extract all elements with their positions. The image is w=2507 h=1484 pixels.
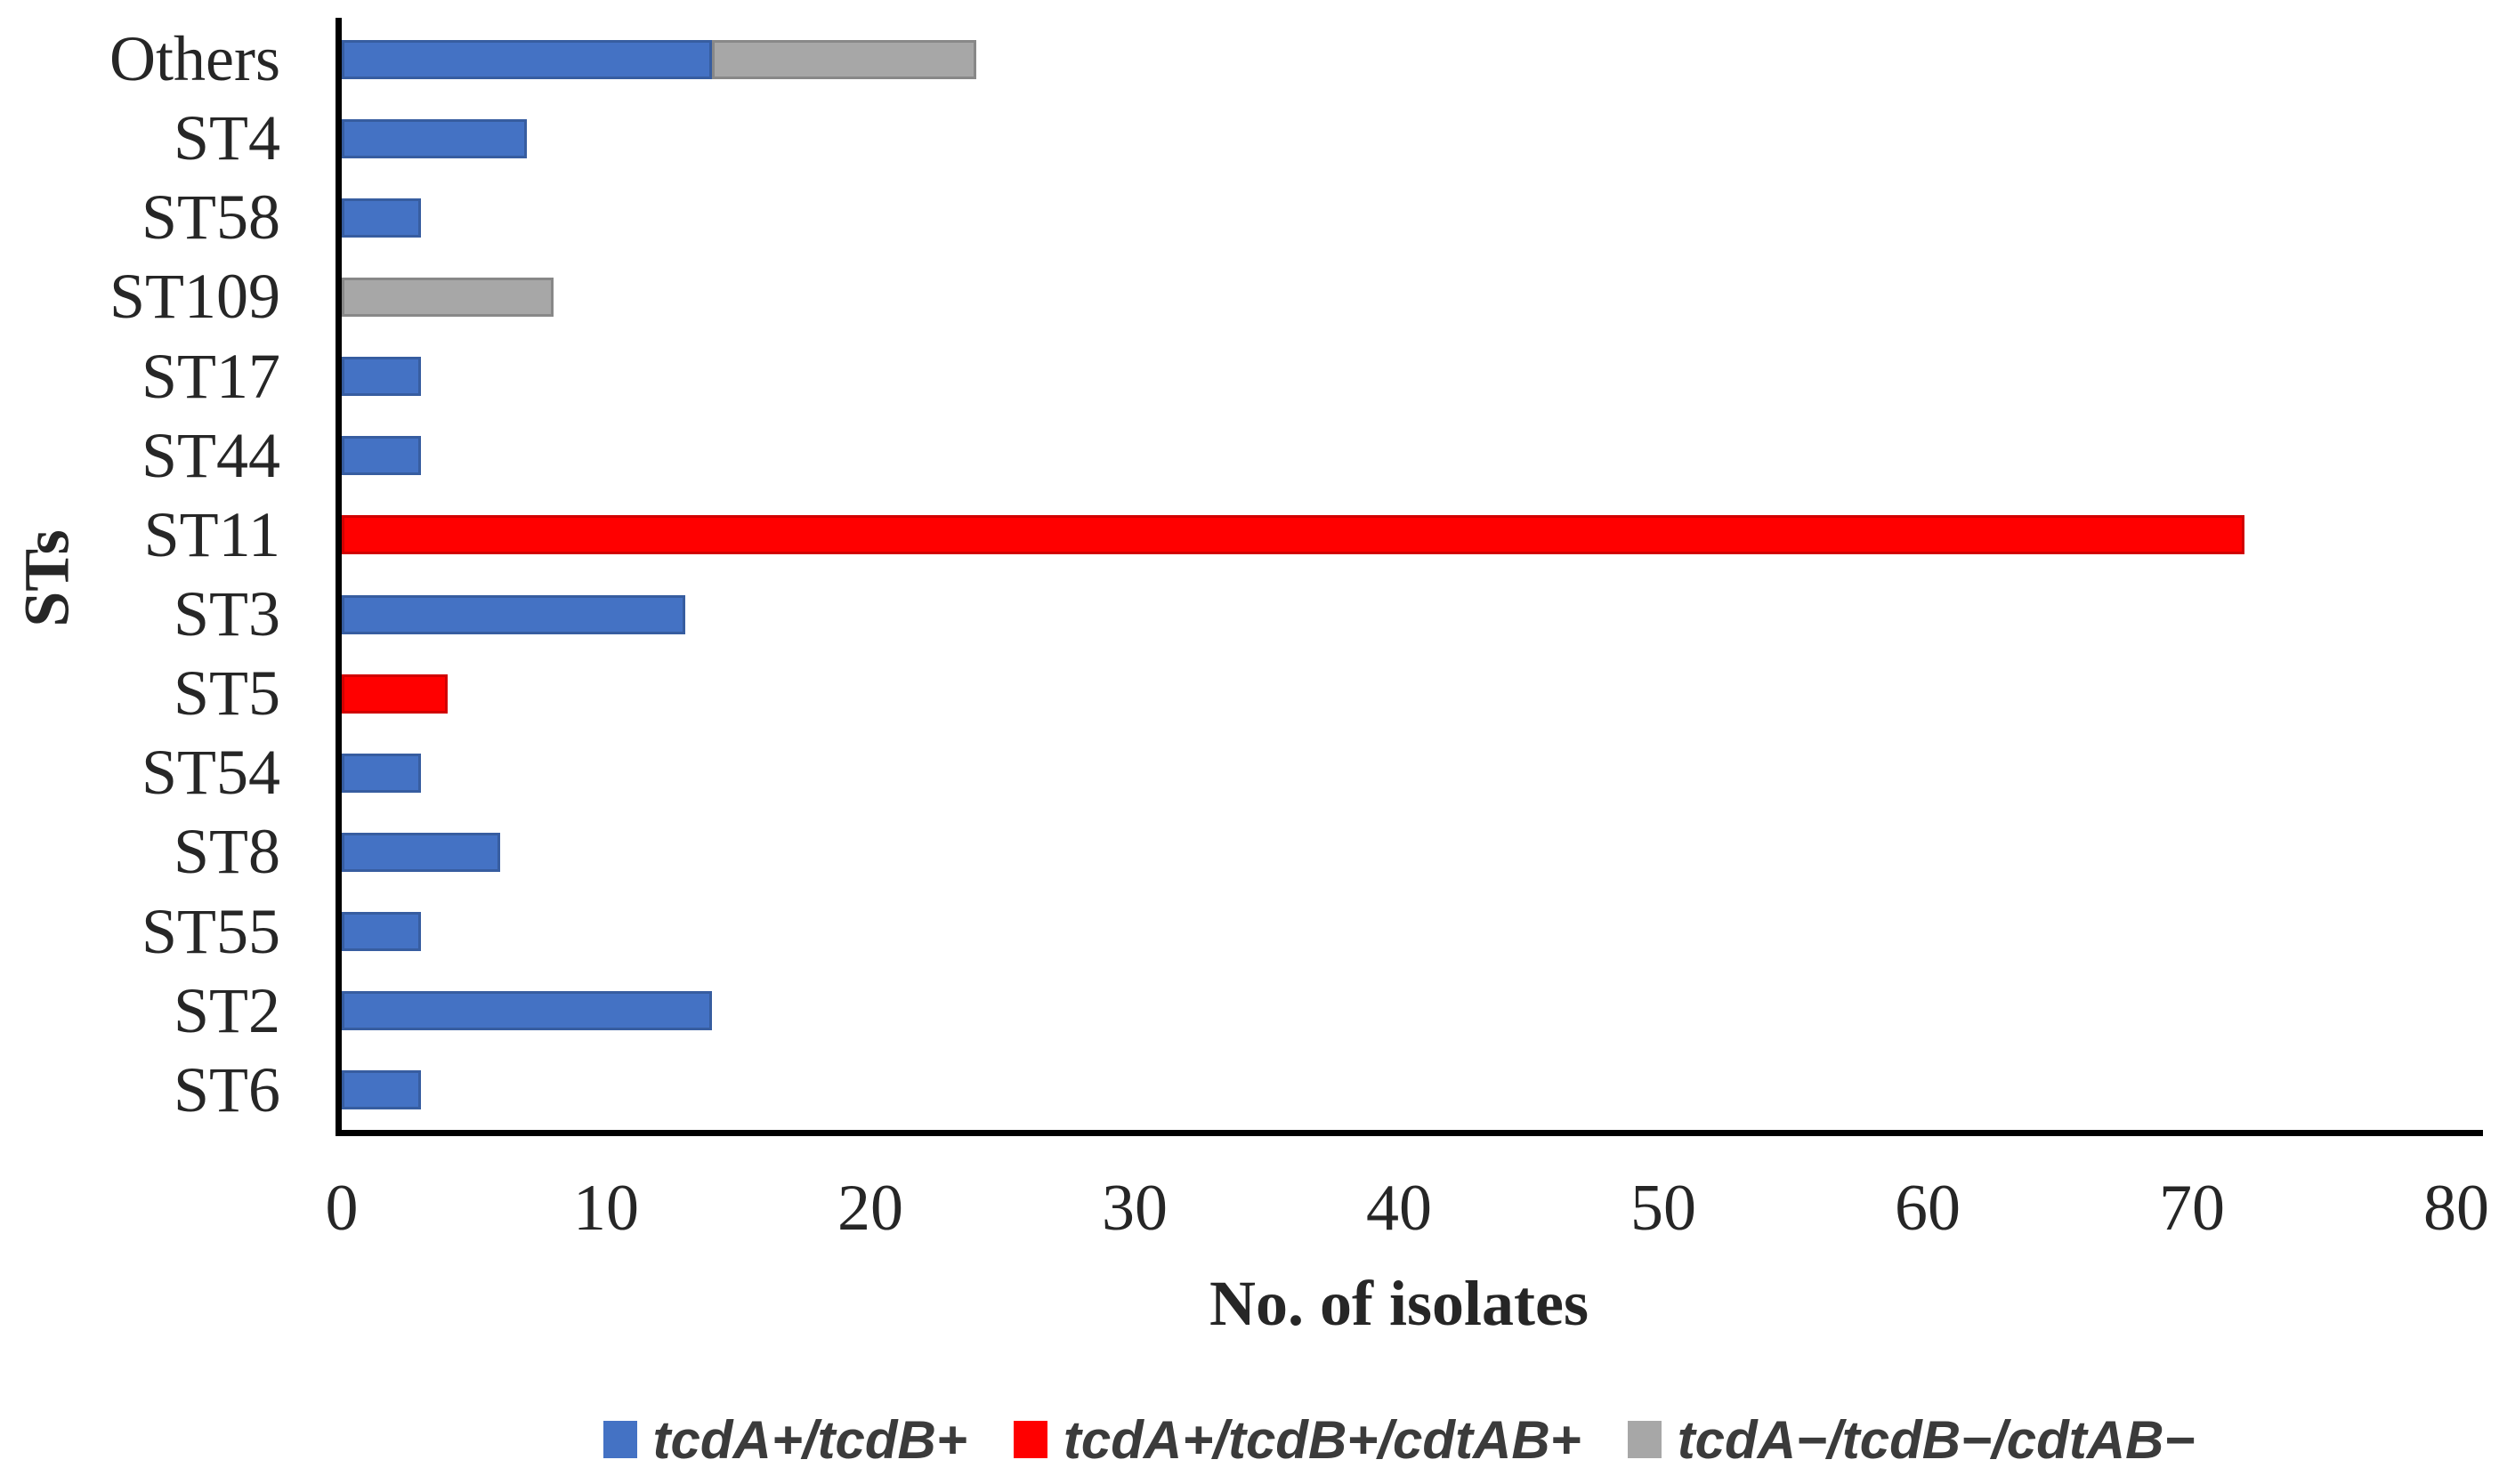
- category-label: ST58: [141, 181, 280, 254]
- legend-label: tcdA−/tcdB−/cdtAB−: [1677, 1409, 2196, 1470]
- category-label: ST3: [173, 578, 280, 649]
- x-tick-label: 70: [2159, 1172, 2225, 1245]
- bar-segment: [342, 118, 527, 158]
- bar-row: [342, 416, 2456, 496]
- bar-segment: [342, 39, 712, 79]
- legend-swatch: [602, 1421, 637, 1458]
- bar-segment: [342, 515, 2245, 555]
- x-tick-label: 80: [2423, 1172, 2489, 1245]
- legend-item: tcdA+/tcdB+: [602, 1409, 967, 1471]
- category-label: Others: [109, 23, 280, 94]
- x-tick-label: 10: [573, 1172, 639, 1245]
- bar-segment: [342, 198, 422, 238]
- category-axis-labels: Others ST4 ST58 ST109 ST17 ST44 ST11 ST3 ST5 ST54…: [0, 20, 280, 1130]
- bar-segment: [342, 594, 686, 634]
- bar-segment: [342, 436, 422, 476]
- bar-stack: [342, 1070, 422, 1110]
- x-tick-label: 30: [1102, 1172, 1168, 1245]
- plot-area: [342, 20, 2456, 1130]
- bar-stack: [342, 39, 976, 79]
- bar-stack: [342, 991, 712, 1031]
- x-axis-line: [336, 1130, 2483, 1136]
- bar-stack: [342, 357, 422, 397]
- y-axis-line: [336, 18, 342, 1136]
- category-label: ST6: [173, 1053, 280, 1125]
- bar-row: [342, 812, 2456, 891]
- bar-row: [342, 892, 2456, 972]
- bar-row: [342, 733, 2456, 812]
- category-label: ST11: [143, 498, 280, 570]
- bar-segment: [342, 832, 501, 872]
- x-tick-label: 0: [325, 1172, 359, 1245]
- bar-stack: [342, 118, 527, 158]
- bar-row: [342, 257, 2456, 336]
- bar-row: [342, 178, 2456, 257]
- x-tick-label: 50: [1630, 1172, 1696, 1245]
- category-label: ST44: [141, 419, 280, 491]
- category-label: ST2: [173, 974, 280, 1046]
- category-label: ST109: [109, 261, 280, 333]
- bar-segment: [342, 991, 712, 1031]
- legend-swatch: [1013, 1421, 1047, 1458]
- bar-row: [342, 972, 2456, 1051]
- bar-segment: [342, 277, 554, 317]
- category-label: ST55: [141, 895, 280, 967]
- bar-stack: [342, 515, 2245, 555]
- category-label: ST54: [141, 737, 280, 809]
- bar-row: [342, 20, 2456, 99]
- category-label: ST5: [173, 657, 280, 730]
- bar-segment: [342, 912, 422, 952]
- bar-stack: [342, 753, 422, 793]
- category-label: ST4: [173, 102, 280, 174]
- y-axis-title: STs: [11, 529, 83, 627]
- x-tick-label: 60: [1895, 1172, 1961, 1245]
- bar-stack: [342, 594, 686, 634]
- bar-row: [342, 654, 2456, 733]
- legend-label: tcdA+/tcdB+: [652, 1409, 967, 1470]
- bar-stack: [342, 198, 422, 238]
- bar-row: [342, 337, 2456, 416]
- bar-stack: [342, 436, 422, 476]
- legend-swatch: [1627, 1421, 1662, 1458]
- x-tick-label: 20: [837, 1172, 903, 1245]
- bar-stack: [342, 832, 501, 872]
- bar-row: [342, 1051, 2456, 1130]
- x-tick-label: 40: [1366, 1172, 1432, 1245]
- bar-segment: [342, 357, 422, 397]
- legend-label: tcdA+/tcdB+/cdtAB+: [1063, 1409, 1581, 1470]
- bar-segment: [342, 673, 448, 714]
- legend-item: tcdA+/tcdB+/cdtAB+: [1013, 1409, 1581, 1471]
- bar-segment: [711, 39, 976, 79]
- legend-item: tcdA−/tcdB−/cdtAB−: [1627, 1409, 2196, 1471]
- category-label: ST8: [173, 816, 280, 888]
- bar-row: [342, 99, 2456, 178]
- x-axis-title: No. of isolates: [1209, 1268, 1589, 1339]
- bar-stack: [342, 673, 448, 714]
- bar-row: [342, 496, 2456, 575]
- bar-stack: [342, 912, 422, 952]
- category-label: ST17: [141, 340, 280, 412]
- bar-segment: [342, 1070, 422, 1110]
- bar-segment: [342, 753, 422, 793]
- legend: tcdA+/tcdB+ tcdA+/tcdB+/cdtAB+ tcdA−/tcdB−…: [342, 1404, 2456, 1475]
- bar-stack: [342, 277, 554, 317]
- bar-row: [342, 575, 2456, 654]
